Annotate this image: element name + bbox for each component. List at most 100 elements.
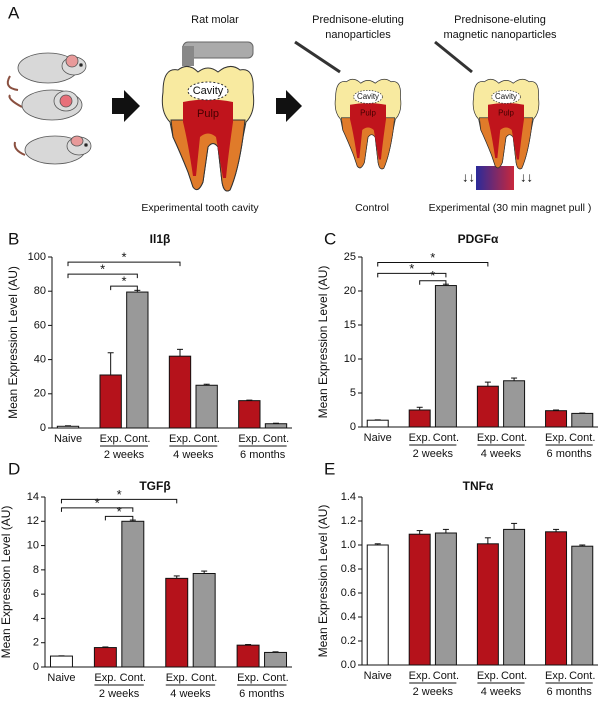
x-tick-label: Exp. [169, 433, 191, 445]
bar [264, 423, 288, 429]
x-tick-label: Cont. [433, 670, 459, 682]
significance-bracket [377, 261, 489, 267]
x-tick-label: Cont. [191, 672, 217, 684]
y-tick-label: 1.4 [341, 491, 356, 503]
group-label: 6 months [547, 686, 593, 698]
y-tick-label: 5 [350, 387, 356, 399]
y-tick-label: 0 [350, 421, 356, 433]
significance-bracket [60, 507, 134, 512]
cavity [353, 90, 383, 104]
x-tick-label: Exp. [477, 670, 499, 682]
significance-bracket [67, 261, 181, 267]
group-label: 2 weeks [99, 688, 140, 700]
x-tick-label: Exp. [237, 672, 259, 684]
y-tick-label: 60 [34, 319, 46, 331]
bar [165, 577, 189, 668]
bar [366, 544, 389, 666]
y-tick-label: 1.0 [341, 539, 356, 551]
tooth-pulp [350, 103, 386, 160]
bar [434, 532, 457, 666]
x-tick-label: Exp. [409, 670, 431, 682]
y-axis-label: Mean Expression Level (AU) [6, 266, 20, 419]
significance-bracket [104, 515, 134, 521]
group-label: 6 months [239, 688, 285, 700]
y-tick-label: 20 [34, 388, 46, 400]
pulp-label: Pulp [360, 109, 376, 118]
bar [264, 651, 288, 668]
y-tick-label: 80 [34, 285, 46, 297]
svg-text:↓↓: ↓↓ [520, 169, 533, 184]
step-title: Prednisone-eluting [312, 14, 404, 26]
y-tick-label: 4 [33, 612, 39, 624]
pipette [294, 40, 473, 74]
y-tick-label: 20 [344, 285, 356, 297]
step-caption: Control [355, 202, 389, 214]
rats [6, 52, 92, 165]
y-tick-label: 0.0 [341, 659, 356, 671]
chart-title: Il1β [150, 232, 171, 246]
group-label: 4 weeks [481, 448, 522, 460]
x-tick-label: Cont. [501, 670, 527, 682]
cavity-label: Cavity [193, 85, 224, 97]
bar [476, 385, 499, 428]
x-tick-label: Naive [364, 670, 392, 682]
significance-bracket [419, 280, 447, 285]
significance-bracket [110, 285, 138, 291]
panel-label: A [8, 3, 20, 22]
magnet: ↓↓ ↓↓ [462, 166, 533, 190]
x-tick-label: Cont. [262, 672, 288, 684]
step-caption: Experimental tooth cavity [141, 202, 259, 214]
bar [408, 533, 431, 666]
bar [192, 573, 216, 668]
step-title: Prednisone-eluting [454, 14, 546, 26]
bar [56, 425, 80, 429]
cavity [187, 81, 229, 101]
tooth: Cavity Pulp [334, 78, 402, 170]
bar [93, 647, 117, 668]
y-axis-label: Mean Expression Level (AU) [0, 506, 13, 659]
significance-label: * [95, 495, 100, 510]
y-tick-label: 10 [27, 539, 39, 551]
y-tick-label: 100 [28, 251, 46, 263]
bar [571, 412, 594, 428]
significance-bracket [377, 272, 447, 278]
svg-text:↓↓: ↓↓ [462, 169, 475, 184]
bar [503, 528, 526, 666]
significance-bracket [67, 273, 138, 279]
y-tick-label: 10 [344, 353, 356, 365]
group-label: 4 weeks [481, 686, 522, 698]
x-tick-label: Cont. [433, 432, 459, 444]
significance-label: * [100, 262, 105, 277]
group-label: 4 weeks [170, 688, 211, 700]
y-tick-label: 15 [344, 319, 356, 331]
group-label: 2 weeks [413, 686, 454, 698]
bar [434, 285, 457, 428]
x-tick-label: Naive [47, 672, 75, 684]
significance-label: * [117, 504, 122, 519]
x-tick-label: Naive [364, 432, 392, 444]
step-caption: Experimental (30 min magnet pull ) [429, 202, 592, 214]
significance-label: * [117, 487, 122, 502]
chart-title: TGFβ [139, 479, 170, 493]
step-title: Rat molar [191, 14, 239, 26]
y-tick-label: 1.2 [341, 515, 356, 527]
y-tick-label: 40 [34, 354, 46, 366]
bar [195, 384, 218, 429]
y-tick-label: 25 [344, 251, 356, 263]
y-tick-label: 0 [40, 422, 46, 434]
cavity-label: Cavity [495, 92, 517, 101]
significance-label: * [430, 268, 435, 283]
x-tick-label: Naive [54, 433, 82, 445]
tooth-pulp [488, 103, 524, 160]
bar [571, 545, 594, 666]
bar [408, 409, 431, 428]
x-tick-label: Exp. [166, 672, 188, 684]
y-tick-label: 6 [33, 588, 39, 600]
chart-title: PDGFα [458, 232, 499, 246]
bar [49, 655, 73, 668]
arrow [112, 90, 140, 122]
step-title: nanoparticles [325, 29, 391, 41]
bar [503, 380, 526, 428]
